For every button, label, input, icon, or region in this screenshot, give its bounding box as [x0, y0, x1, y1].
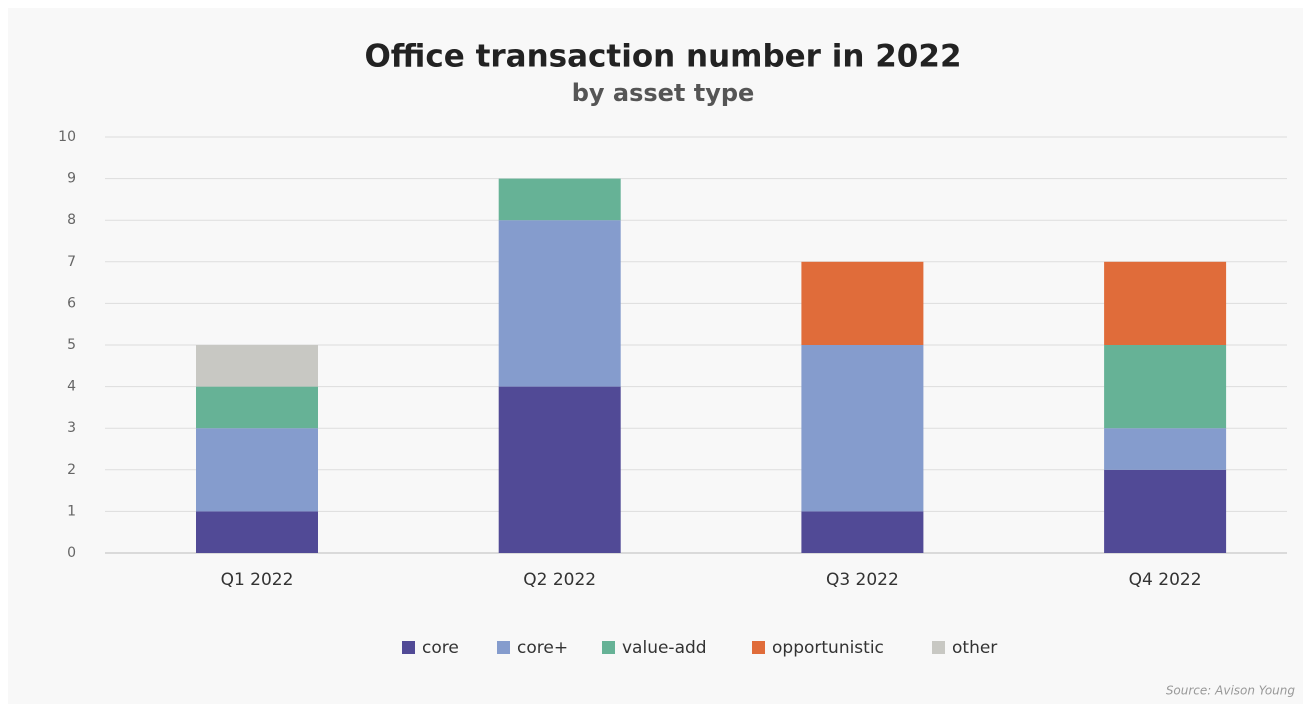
bar-segment: [801, 511, 924, 553]
y-tick-label: 7: [67, 254, 76, 270]
legend-label: core: [422, 638, 459, 658]
bar-segment: [801, 261, 924, 345]
legend-swatch: [497, 641, 510, 654]
bar-segment: [196, 386, 318, 429]
bar-segment: [498, 386, 621, 553]
y-tick-label: 4: [67, 379, 76, 395]
y-tick-label: 2: [67, 462, 76, 478]
legend-label: value-add: [622, 638, 707, 658]
bar-segment: [1104, 428, 1227, 470]
source-note: Source: Avison Young: [1166, 684, 1296, 698]
bar-segment: [1104, 469, 1227, 553]
y-tick-label: 3: [67, 420, 76, 436]
legend-swatch: [402, 641, 415, 654]
bar-segment: [196, 511, 318, 553]
bar-segment: [196, 428, 318, 512]
bar-segment: [196, 345, 318, 387]
legend-label: opportunistic: [772, 638, 884, 658]
legend-label: core+: [517, 638, 568, 658]
x-tick-label: Q4 2022: [1129, 570, 1202, 590]
legend-swatch: [602, 641, 615, 654]
x-tick-label: Q3 2022: [826, 570, 899, 590]
y-tick-label: 10: [58, 129, 76, 145]
bar-segment: [498, 220, 621, 387]
legend-swatch: [932, 641, 945, 654]
y-tick-label: 5: [67, 337, 76, 353]
bar-segment: [801, 345, 924, 512]
chart-title: Office transaction number in 2022: [364, 39, 961, 75]
y-tick-label: 0: [67, 545, 76, 561]
x-tick-label: Q2 2022: [523, 570, 596, 590]
y-tick-label: 1: [67, 503, 76, 519]
y-tick-label: 9: [67, 171, 76, 187]
x-tick-label: Q1 2022: [221, 570, 294, 590]
bar-segment: [1104, 345, 1227, 429]
bar-segment: [1104, 261, 1227, 345]
legend-label: other: [952, 638, 997, 658]
legend-swatch: [752, 641, 765, 654]
y-tick-label: 6: [67, 295, 76, 311]
chart-subtitle: by asset type: [572, 79, 755, 107]
y-tick-label: 8: [67, 212, 76, 228]
bar-segment: [498, 178, 621, 221]
